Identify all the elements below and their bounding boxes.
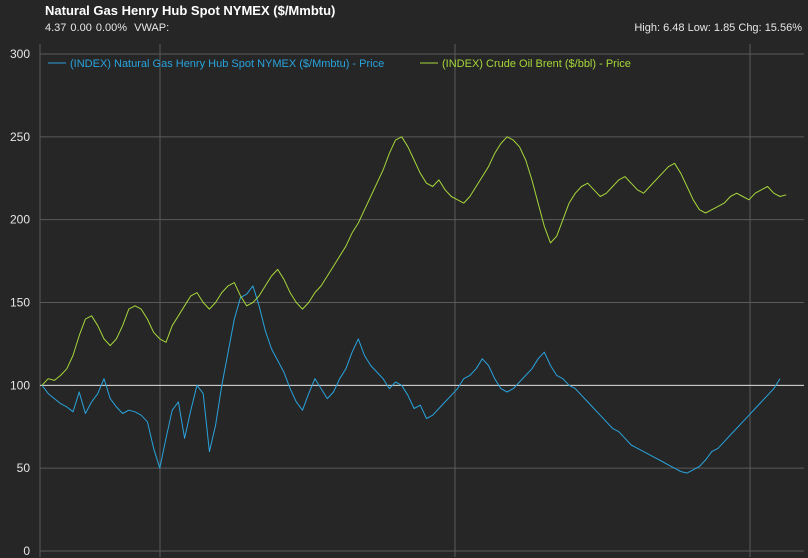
- vwap-label: VWAP:: [134, 22, 170, 34]
- y-tick-label: 100: [10, 378, 30, 392]
- y-axis-ticks: 0 50 100 150 200 250 300: [10, 47, 30, 558]
- y-tick-label: 150: [10, 296, 30, 310]
- legend-item-gas: (INDEX) Natural Gas Henry Hub Spot NYMEX…: [48, 58, 384, 70]
- high-value: 6.48: [663, 22, 685, 34]
- y-tick-label: 50: [17, 461, 31, 475]
- legend-label-gas: (INDEX) Natural Gas Henry Hub Spot NYMEX…: [70, 58, 384, 70]
- low-label: Low:: [687, 22, 711, 34]
- series-line-brent: [41, 136, 787, 386]
- quote-summary: 4.37 0.00 0.00% VWAP:: [45, 22, 173, 34]
- high-label: High:: [634, 22, 661, 34]
- legend-label-brent: (INDEX) Crude Oil Brent ($/bbl) - Price: [442, 58, 631, 70]
- chg-value: 15.56%: [764, 22, 802, 34]
- series-line-gas: [41, 285, 781, 474]
- legend-item-brent: (INDEX) Crude Oil Brent ($/bbl) - Price: [420, 58, 631, 70]
- y-tick-label: 0: [23, 544, 30, 558]
- chart-title: Natural Gas Henry Hub Spot NYMEX ($/Mmbt…: [45, 3, 336, 18]
- series-lines: [41, 136, 787, 474]
- legend: (INDEX) Natural Gas Henry Hub Spot NYMEX…: [48, 58, 631, 70]
- chg-label: Chg:: [738, 22, 762, 34]
- y-tick-label: 250: [10, 130, 30, 144]
- price-change-percent: 0.00%: [95, 22, 128, 34]
- y-tick-label: 200: [10, 213, 30, 227]
- low-value: 1.85: [713, 22, 736, 34]
- grid: [39, 44, 804, 557]
- chart-header: Natural Gas Henry Hub Spot NYMEX ($/Mmbt…: [0, 0, 808, 44]
- range-stats: High: 6.48 Low: 1.85 Chg: 15.56%: [634, 22, 802, 34]
- y-tick-label: 300: [10, 47, 30, 61]
- last-price: 4.37: [45, 22, 67, 34]
- price-change: 0.00: [70, 22, 92, 34]
